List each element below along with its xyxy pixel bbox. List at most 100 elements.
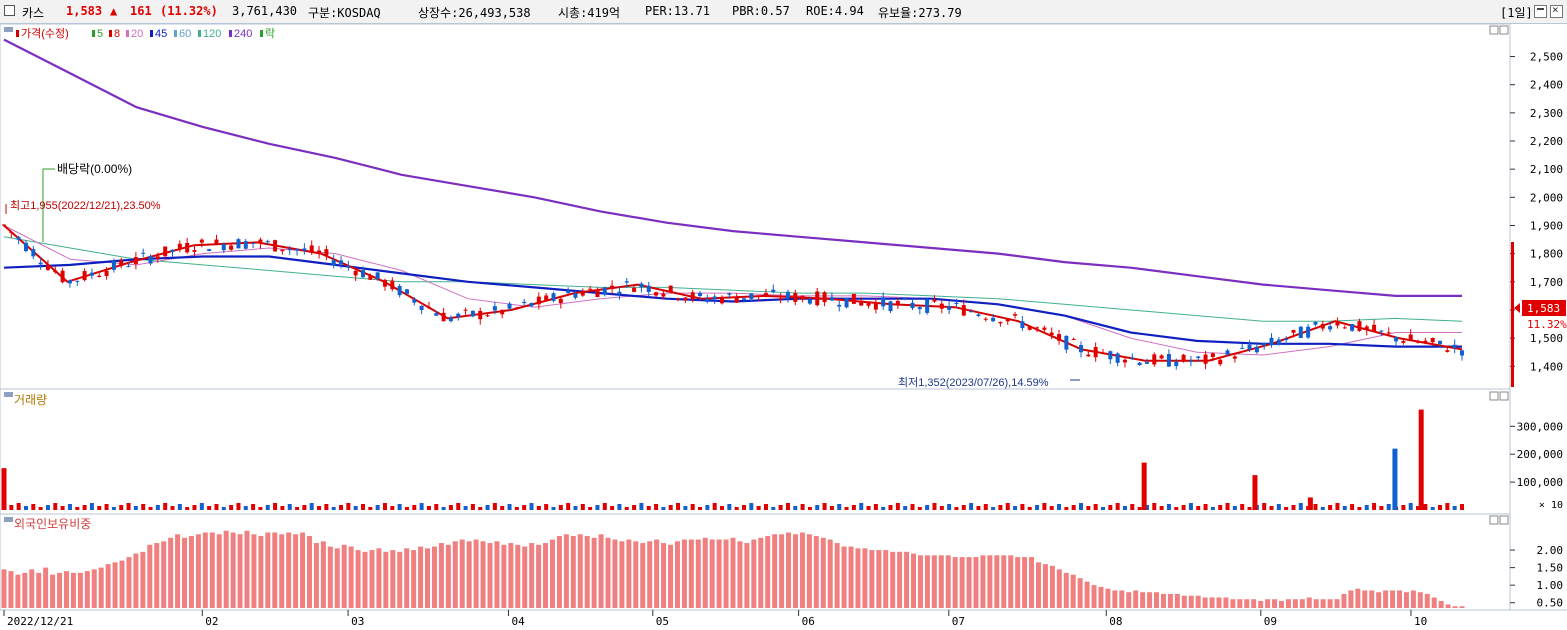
foreign-bar-53 bbox=[369, 550, 375, 608]
candle-body-69 bbox=[507, 303, 512, 309]
volume-bar-92 bbox=[676, 503, 681, 510]
foreign-bar-61 bbox=[425, 548, 431, 608]
volume-bar-170 bbox=[1247, 507, 1252, 510]
candle-body-85 bbox=[624, 281, 629, 283]
volume-bar-67 bbox=[492, 503, 497, 510]
volume-bar-123 bbox=[903, 506, 908, 510]
foreign-bar-113 bbox=[786, 532, 792, 608]
volume-bar-174 bbox=[1276, 504, 1281, 510]
volume-bar-38 bbox=[280, 506, 285, 510]
x-tick-label-3: 04 bbox=[511, 615, 525, 628]
foreign-bar-15 bbox=[105, 564, 111, 608]
volume-bar-180 bbox=[1320, 507, 1325, 510]
candle-body-100 bbox=[734, 297, 739, 303]
candle-body-113 bbox=[829, 297, 834, 301]
panel-handle-icon[interactable] bbox=[4, 27, 13, 32]
candle-body-5 bbox=[38, 262, 43, 265]
stock-chart[interactable]: 가격(수정) 5 8 20 45 60 120 240 락 배당락(0.00%) 최고1,955… bbox=[0, 24, 1567, 630]
candle-body-23 bbox=[170, 249, 175, 252]
foreign-bar-30 bbox=[209, 532, 215, 608]
volume-bar-129 bbox=[947, 504, 952, 510]
candle-body-30 bbox=[221, 243, 226, 251]
volume-bar-104 bbox=[763, 504, 768, 510]
foreign-bar-94 bbox=[654, 539, 660, 608]
volume-bar-47 bbox=[346, 503, 351, 510]
legend-swatch-3 bbox=[126, 30, 129, 37]
x-tick-label-5: 06 bbox=[802, 615, 815, 628]
volume-bar-108 bbox=[793, 506, 798, 510]
candle-body-127 bbox=[932, 299, 937, 302]
volume-bar-173 bbox=[1269, 506, 1274, 510]
legend-swatch-4 bbox=[150, 30, 153, 37]
foreign-bar-183 bbox=[1272, 599, 1278, 608]
volume-bar-154 bbox=[1130, 504, 1135, 510]
candle-body-120 bbox=[881, 297, 886, 307]
foreign-bar-207 bbox=[1438, 600, 1444, 608]
candle-body-18 bbox=[133, 256, 138, 264]
x-tick-label-0: 2022/12/21 bbox=[7, 615, 73, 628]
vol-tick-label-1: 200,000 bbox=[1517, 448, 1563, 461]
listed-shares: 상장수:26,493,538 bbox=[418, 6, 531, 20]
up-arrow-icon: ▲ bbox=[110, 4, 118, 18]
foreign-bar-109 bbox=[758, 537, 764, 608]
volume-bar-111 bbox=[815, 505, 820, 510]
foreign-bar-1 bbox=[8, 571, 14, 608]
volume-bar-125 bbox=[917, 507, 922, 510]
volume-bar-60 bbox=[441, 507, 446, 510]
candle-body-95 bbox=[698, 292, 703, 296]
candle-body-161 bbox=[1181, 354, 1186, 362]
legend-label-8: 락 bbox=[265, 27, 275, 40]
vol-tick-label-2: 100,000 bbox=[1517, 476, 1563, 489]
volume-bar-52 bbox=[382, 503, 387, 510]
candle-body-134 bbox=[983, 318, 988, 320]
foreign-ratio-bars bbox=[1, 530, 1465, 608]
volume-bar-182 bbox=[1335, 503, 1340, 510]
period-selector[interactable]: [1일] bbox=[1500, 6, 1533, 20]
volume-bar-131 bbox=[961, 505, 966, 510]
candle-body-26 bbox=[192, 250, 197, 252]
foreign-bar-82 bbox=[570, 536, 576, 608]
foreign-bar-173 bbox=[1202, 597, 1208, 608]
candle-body-101 bbox=[741, 298, 746, 300]
select-checkbox[interactable] bbox=[4, 5, 15, 16]
volume-bar-8 bbox=[60, 506, 65, 510]
x-tick-label-8: 09 bbox=[1264, 615, 1277, 628]
candle-body-90 bbox=[661, 293, 666, 297]
volume-bar-117 bbox=[859, 503, 864, 510]
candle-body-195 bbox=[1430, 338, 1435, 343]
volume-bar-196 bbox=[1438, 505, 1443, 510]
candle-body-197 bbox=[1445, 350, 1450, 352]
foreign-bar-80 bbox=[556, 536, 562, 608]
volume-bar-101 bbox=[741, 505, 746, 510]
candle-body-107 bbox=[785, 291, 790, 299]
close-button[interactable] bbox=[1550, 3, 1563, 18]
volume-bar-165 bbox=[1210, 507, 1215, 510]
volume-bar-15 bbox=[111, 507, 116, 510]
legend-swatch-2 bbox=[109, 30, 112, 37]
foreign-bar-59 bbox=[411, 550, 417, 608]
panel-handle-icon[interactable] bbox=[4, 392, 13, 397]
candle-body-6 bbox=[45, 265, 50, 270]
volume-bar-10 bbox=[75, 507, 80, 510]
candle-body-81 bbox=[595, 290, 600, 298]
volume-bar-89 bbox=[654, 504, 659, 510]
volume-bar-130 bbox=[954, 507, 959, 510]
vol-tick-label-0: 300,000 bbox=[1517, 420, 1563, 433]
maximize-button[interactable] bbox=[1534, 5, 1547, 18]
volume-bar-45 bbox=[331, 507, 336, 510]
candle-body-46 bbox=[339, 260, 344, 265]
legend-swatch-1 bbox=[92, 30, 95, 37]
volume-bar-169 bbox=[1240, 504, 1245, 510]
foreign-bar-87 bbox=[605, 537, 611, 608]
volume-bar-5 bbox=[38, 507, 43, 510]
foreign-bar-120 bbox=[834, 543, 840, 608]
candle-body-3 bbox=[23, 242, 28, 251]
foreign-bar-187 bbox=[1299, 599, 1305, 608]
foreign-bar-164 bbox=[1140, 592, 1146, 608]
foreign-bar-206 bbox=[1431, 597, 1437, 608]
volume-bar-146 bbox=[1071, 505, 1076, 510]
panel-window-buttons[interactable] bbox=[1489, 25, 1509, 525]
foreign-bar-106 bbox=[737, 541, 743, 608]
candle-body-25 bbox=[185, 242, 190, 253]
panel-handle-icon[interactable] bbox=[4, 517, 13, 522]
